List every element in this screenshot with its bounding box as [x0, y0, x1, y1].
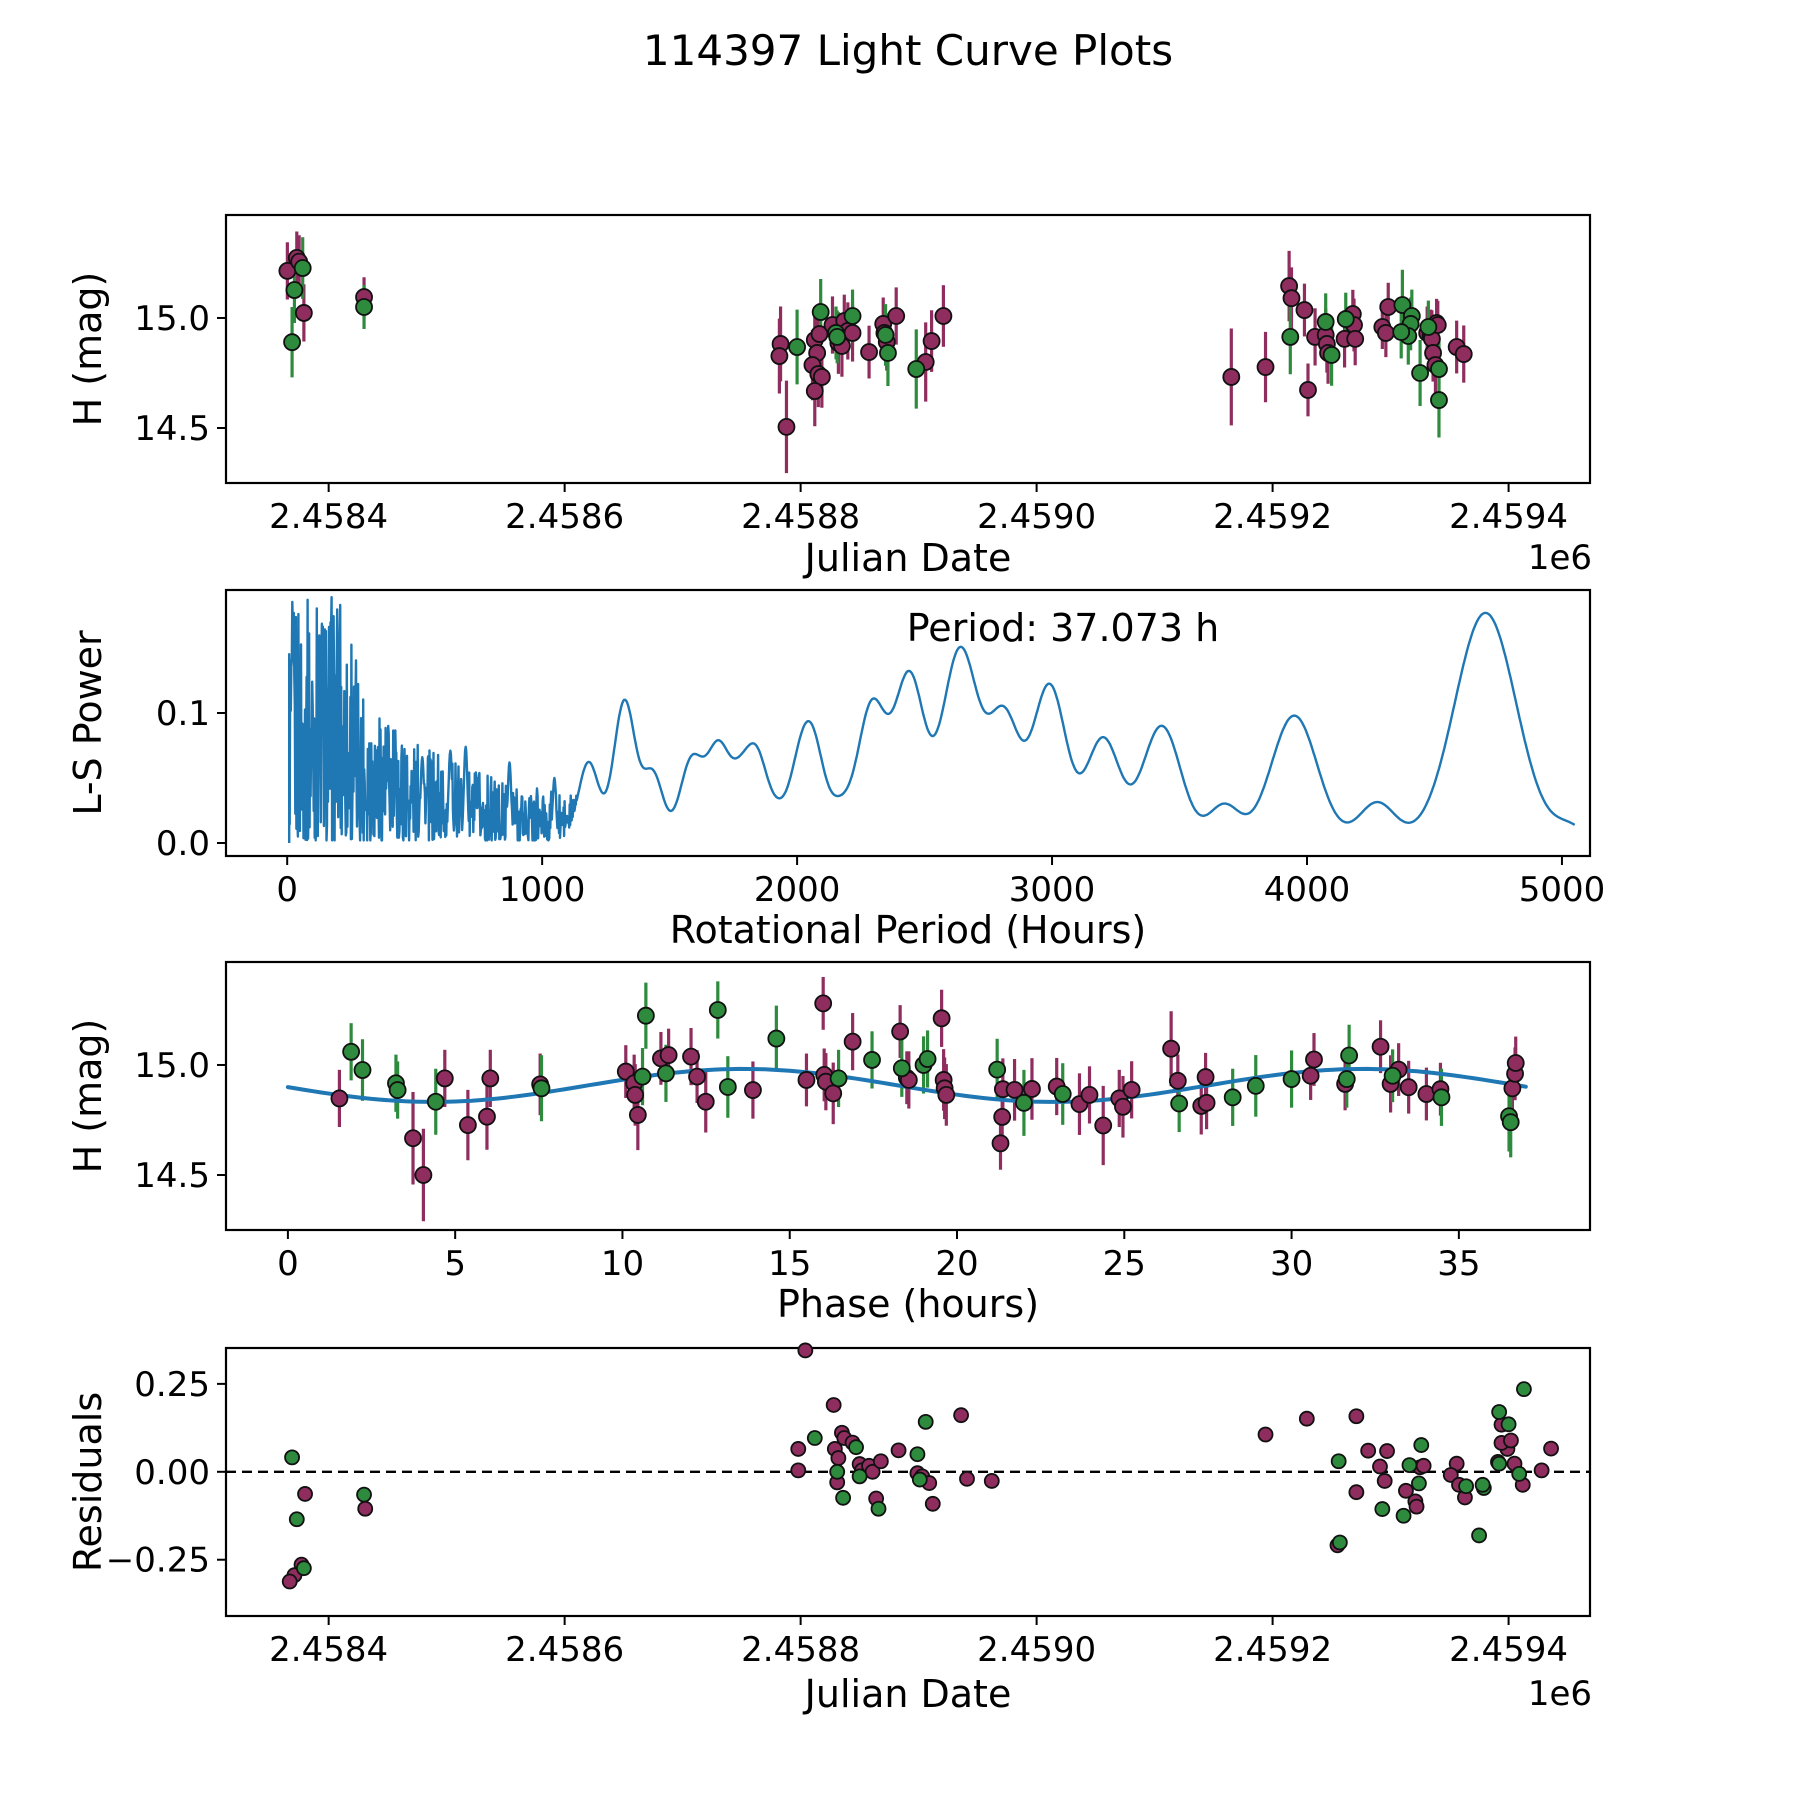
xlabel-julian-date-top: Julian Date: [804, 536, 1012, 580]
svg-text:2.4592: 2.4592: [1213, 1630, 1332, 1670]
xlabel-rotational-period: Rotational Period (Hours): [669, 908, 1147, 952]
svg-text:5000: 5000: [1519, 870, 1606, 910]
svg-text:0.1: 0.1: [156, 694, 210, 734]
periodogram-panel: 0 1000 2000 3000 4000 5000 0.0 0.1: [156, 588, 1606, 910]
svg-text:2.4590: 2.4590: [977, 497, 1096, 537]
residuals-panel: 2.4584 2.4586 2.4588 2.4590 2.4592 2.4594 0.25…: [106, 1342, 1592, 1670]
svg-text:35: 35: [1437, 1244, 1480, 1284]
xlabel-phase-hours: Phase (hours): [776, 1282, 1040, 1326]
svg-text:2.4594: 2.4594: [1449, 1630, 1568, 1670]
svg-text:0: 0: [276, 870, 298, 910]
svg-text:−0.25: −0.25: [106, 1541, 210, 1581]
svg-text:30: 30: [1270, 1244, 1313, 1284]
svg-text:1000: 1000: [499, 870, 586, 910]
svg-text:14.5: 14.5: [134, 1156, 210, 1196]
ylabel-h-mag-top: H (mag): [66, 271, 110, 427]
ylabel-h-mag-phase: H (mag): [66, 1018, 110, 1174]
svg-text:2000: 2000: [754, 870, 841, 910]
svg-text:0.00: 0.00: [134, 1453, 210, 1493]
ylabel-ls-power: L-S Power: [66, 630, 110, 816]
svg-text:2.4586: 2.4586: [505, 1630, 624, 1670]
ylabel-residuals: Residuals: [66, 1391, 110, 1573]
svg-text:2.4594: 2.4594: [1449, 497, 1568, 537]
figure-title: 114397 Light Curve Plots: [642, 26, 1174, 75]
phase-curve-panel: 0 5 10 15 20 25 30 35 15.0 14.5: [134, 960, 1592, 1284]
svg-text:15.0: 15.0: [134, 1046, 210, 1086]
svg-text:14.5: 14.5: [134, 409, 210, 449]
svg-text:25: 25: [1103, 1244, 1146, 1284]
svg-text:2.4586: 2.4586: [505, 497, 624, 537]
period-annotation: Period: 37.073 h: [906, 606, 1220, 650]
svg-text:2.4588: 2.4588: [741, 1630, 860, 1670]
svg-text:2.4588: 2.4588: [741, 497, 860, 537]
svg-text:4000: 4000: [1264, 870, 1351, 910]
light-curve-panel: 2.4584 2.4586 2.4588 2.4590 2.4592 2.4594 15.0…: [134, 213, 1592, 537]
svg-text:3000: 3000: [1009, 870, 1096, 910]
svg-text:5: 5: [444, 1244, 466, 1284]
svg-text:2.4592: 2.4592: [1213, 497, 1332, 537]
svg-text:10: 10: [601, 1244, 644, 1284]
svg-text:0.25: 0.25: [134, 1365, 210, 1405]
axis-offset-1e6-bottom: 1e6: [1527, 1674, 1592, 1714]
svg-text:2.4584: 2.4584: [269, 497, 388, 537]
svg-text:15.0: 15.0: [134, 299, 210, 339]
svg-text:20: 20: [935, 1244, 978, 1284]
svg-text:0.0: 0.0: [156, 824, 210, 864]
svg-text:0: 0: [277, 1244, 299, 1284]
svg-text:2.4584: 2.4584: [269, 1630, 388, 1670]
svg-text:2.4590: 2.4590: [977, 1630, 1096, 1670]
svg-text:15: 15: [768, 1244, 811, 1284]
xlabel-julian-date-bottom: Julian Date: [804, 1672, 1012, 1716]
axis-offset-1e6-top: 1e6: [1527, 538, 1592, 578]
